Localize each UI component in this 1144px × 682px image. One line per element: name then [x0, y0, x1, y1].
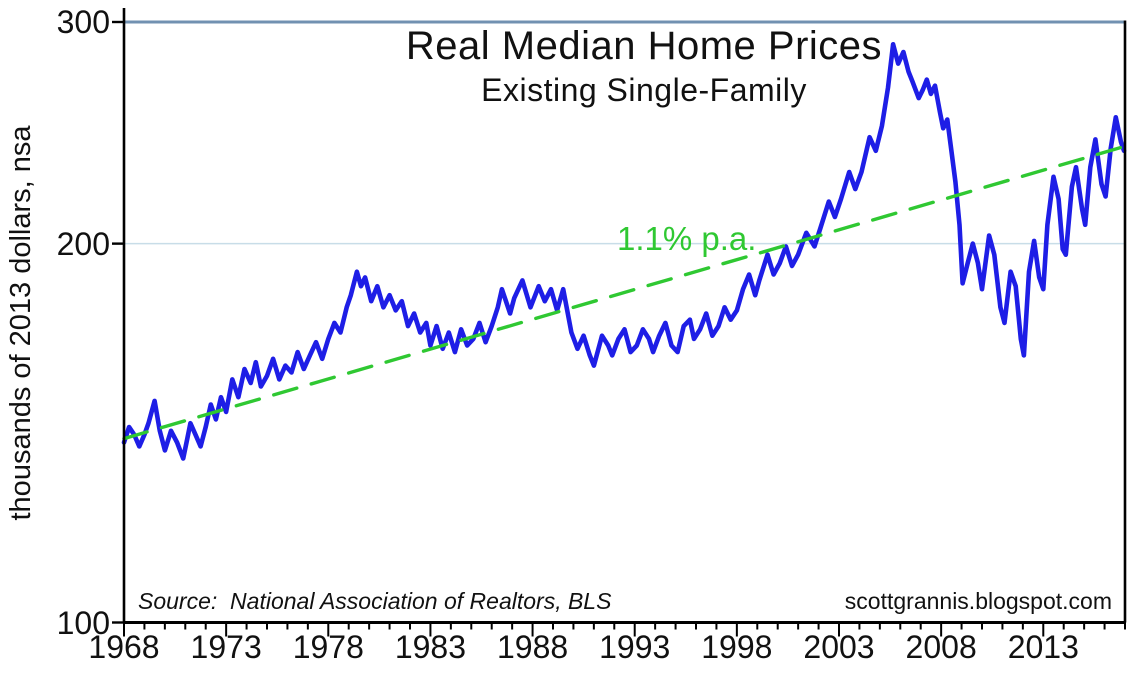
y-tick-label: 100	[56, 604, 110, 641]
chart-subtitle: Existing Single-Family	[481, 72, 807, 108]
y-tick-label: 300	[56, 4, 110, 40]
x-tick-label: 1998	[701, 629, 773, 665]
trend-line	[122, 144, 1127, 441]
x-tick-label: 1983	[394, 629, 467, 665]
x-tick-label: 1973	[190, 629, 262, 665]
x-tick-label: 1978	[292, 629, 364, 665]
x-tick-label: 2003	[803, 629, 875, 665]
trend-rate-annotation: 1.1% p.a.	[617, 220, 757, 257]
y-axis-label: thousands of 2013 dollars, nsa	[5, 125, 37, 521]
chart-title: Real Median Home Prices	[405, 24, 883, 68]
x-tick-label: 1993	[599, 629, 671, 665]
source-note: Source: National Association of Realtors…	[138, 588, 612, 614]
x-tick-label: 2013	[1007, 629, 1079, 665]
credit-url: scottgrannis.blogspot.com	[844, 588, 1112, 614]
x-tick-label: 2008	[905, 629, 977, 665]
x-tick-label: 1988	[496, 629, 569, 665]
y-tick-label: 200	[56, 225, 110, 262]
price-line	[121, 41, 1127, 461]
x-tick-label: 1968	[88, 629, 160, 665]
